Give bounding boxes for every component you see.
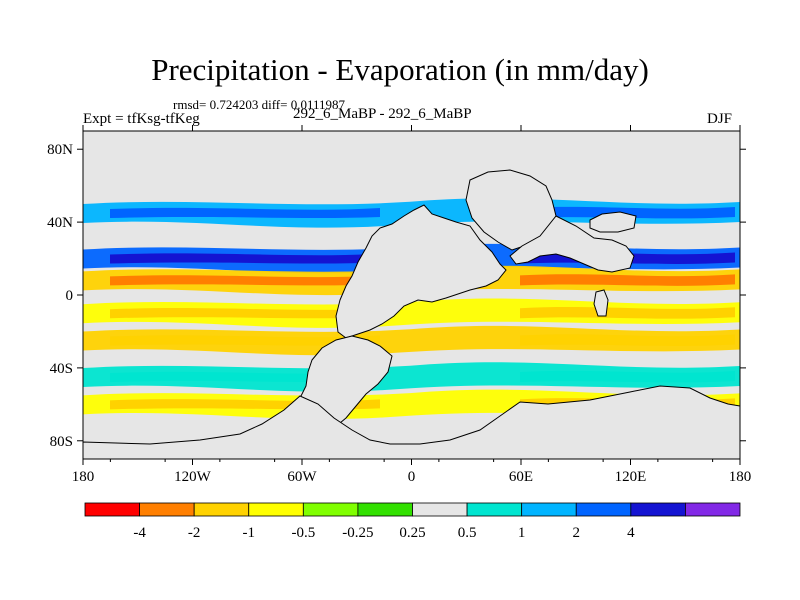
- colorbar-swatch: [357, 502, 413, 517]
- field-band-core: [520, 370, 735, 383]
- field-band-core: [110, 275, 380, 286]
- field-band-core: [110, 180, 380, 191]
- field-band: [83, 170, 740, 201]
- x-tick-label: 180: [729, 469, 752, 485]
- field-band-core: [110, 308, 380, 319]
- field-band-core: [110, 253, 380, 264]
- colorbar-swatch: [139, 502, 195, 517]
- land-outline-north-island: [589, 211, 637, 233]
- field-band: [83, 325, 740, 356]
- land-outline-antarctic-coast: [83, 385, 740, 459]
- stats-label: rmsd= 0.724203 diff= 0.0111987: [173, 97, 345, 112]
- x-tick-label: 60W: [287, 469, 317, 485]
- x-tick-label: 0: [408, 469, 416, 485]
- colorbar-label: 2: [573, 525, 581, 541]
- y-tick-label: 80N: [47, 142, 73, 158]
- colorbar-swatch: [84, 502, 140, 517]
- field-band-shape: [83, 325, 740, 356]
- land-layer: [83, 169, 740, 459]
- field-band-shape: [83, 362, 740, 392]
- colorbar-swatch: [630, 502, 686, 517]
- land-outline-eurasia: [509, 215, 635, 273]
- colorbar-swatch: [193, 502, 250, 517]
- colorbar-swatch: [302, 502, 359, 517]
- center-label: 292_6_MaBP - 292_6_MaBP: [293, 106, 472, 122]
- field-band-core: [110, 335, 380, 346]
- y-tick-label: 40N: [47, 215, 73, 231]
- field-band-shape: [83, 298, 740, 328]
- colorbar-swatch: [412, 502, 468, 517]
- field-band-core: [110, 207, 380, 218]
- colorbar-label: -0.25: [342, 525, 373, 541]
- field-band-core: [520, 334, 735, 346]
- colorbar-swatch: [575, 502, 632, 517]
- field-band-core: [520, 179, 735, 192]
- season-label: DJF: [707, 111, 733, 127]
- colorbar-label: 4: [627, 525, 635, 541]
- colorbar-swatch: [466, 502, 523, 517]
- experiment-label: Expt = tfKsg-tfKeg: [83, 111, 200, 127]
- y-tick-label: 40S: [50, 361, 73, 377]
- colorbar-label: 1: [518, 525, 526, 541]
- chart-title: Precipitation - Evaporation (in mm/day): [151, 52, 649, 87]
- land-outline-indian-block: [593, 289, 609, 317]
- colorbar-label: 0.25: [399, 525, 425, 541]
- field-band-shape: [83, 170, 740, 201]
- x-tick-label: 180: [72, 469, 95, 485]
- colorbar: -4 -2 -1 -0.5 -0.25 0.25 0.5 1 2 4: [84, 502, 741, 541]
- colorbar-swatch: [685, 502, 741, 517]
- colorbar-label: -2: [188, 525, 201, 541]
- colorbar-label: -0.5: [291, 525, 315, 541]
- colorbar-swatch: [521, 502, 577, 517]
- field-band-core: [520, 307, 735, 319]
- field-band-core: [520, 274, 735, 286]
- colorbar-swatch: [248, 502, 304, 517]
- x-tick-label: 60E: [509, 469, 533, 485]
- x-tick-label: 120E: [615, 469, 647, 485]
- y-axis: 80N 40N 0 40S 80S: [47, 142, 746, 450]
- colorbar-label: -4: [133, 525, 146, 541]
- x-tick-label: 120W: [174, 469, 212, 485]
- colorbar-label: 0.5: [458, 525, 477, 541]
- plot-area: [83, 131, 740, 459]
- y-tick-label: 80S: [50, 434, 73, 450]
- x-axis: 180 120W 60W 0 60E 120E 180: [72, 125, 752, 485]
- field-band: [83, 298, 740, 328]
- colorbar-label: -1: [243, 525, 256, 541]
- field-band-core: [520, 206, 735, 219]
- land-outline-north-america: [335, 204, 507, 339]
- y-tick-label: 0: [66, 288, 74, 304]
